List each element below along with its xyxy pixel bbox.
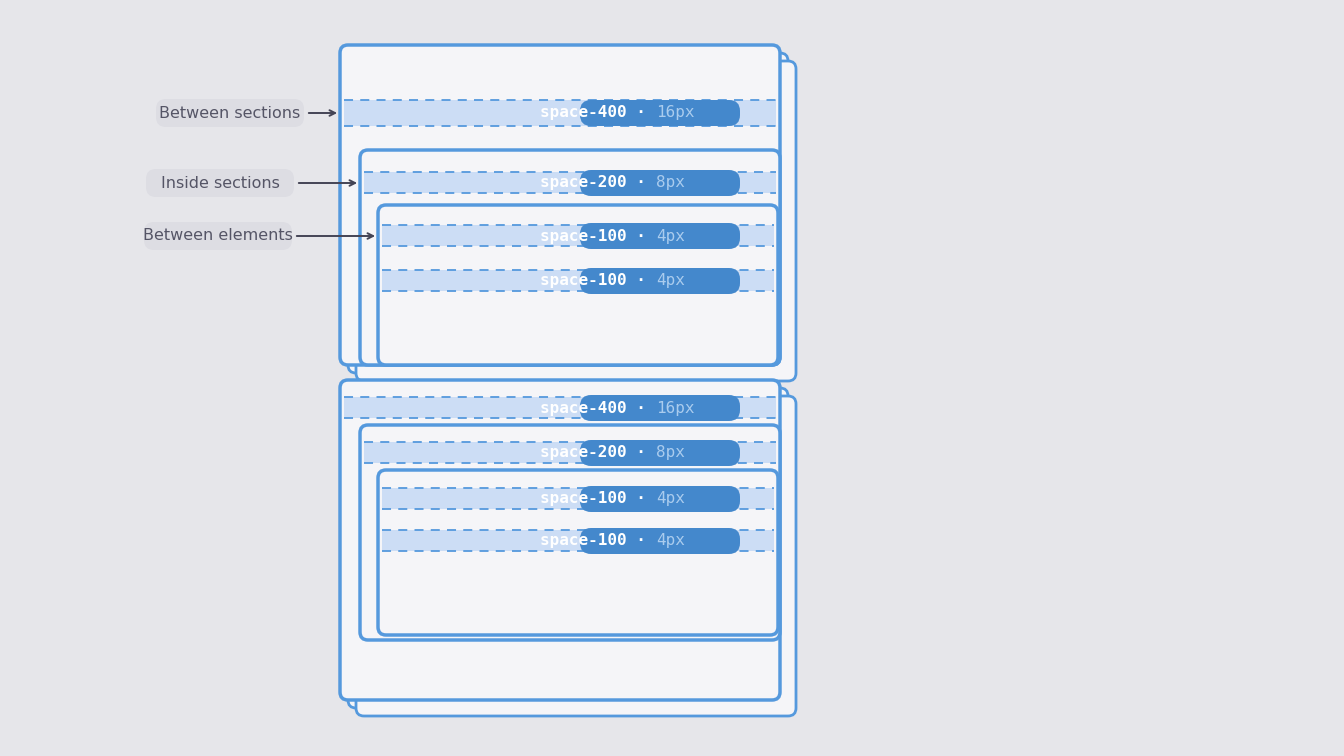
FancyBboxPatch shape [340,380,780,700]
Text: 4px: 4px [656,274,685,289]
Bar [382,225,774,246]
FancyBboxPatch shape [581,100,741,126]
Text: 8px: 8px [656,175,685,191]
Bar [382,270,774,291]
FancyBboxPatch shape [356,396,796,716]
Text: space-100 ·: space-100 · [540,534,656,549]
FancyBboxPatch shape [581,528,741,554]
FancyBboxPatch shape [378,205,778,365]
Text: space-100 ·: space-100 · [540,228,656,243]
FancyBboxPatch shape [581,440,741,466]
Text: 4px: 4px [656,491,685,507]
FancyBboxPatch shape [360,425,780,640]
Text: Between elements: Between elements [142,228,293,243]
Text: 4px: 4px [656,534,685,549]
FancyBboxPatch shape [360,150,780,365]
Text: 8px: 8px [656,445,685,460]
FancyBboxPatch shape [581,223,741,249]
Bar [382,488,774,509]
Text: space-400 ·: space-400 · [540,401,656,416]
FancyBboxPatch shape [581,486,741,512]
FancyBboxPatch shape [378,470,778,635]
Text: 16px: 16px [656,401,695,416]
Text: space-400 ·: space-400 · [540,106,656,120]
FancyBboxPatch shape [356,61,796,381]
FancyBboxPatch shape [340,45,780,365]
Text: 16px: 16px [656,106,695,120]
Text: space-100 ·: space-100 · [540,491,656,507]
Text: 4px: 4px [656,228,685,243]
Bar [364,172,775,193]
Text: Inside sections: Inside sections [160,175,280,191]
Text: Between sections: Between sections [160,106,301,120]
Text: space-200 ·: space-200 · [540,175,656,191]
Text: space-100 ·: space-100 · [540,274,656,289]
FancyBboxPatch shape [581,268,741,294]
Bar [344,100,775,126]
FancyBboxPatch shape [348,53,788,373]
FancyBboxPatch shape [156,99,304,127]
Bar [364,442,775,463]
FancyBboxPatch shape [581,395,741,421]
FancyBboxPatch shape [146,169,294,197]
Text: space-200 ·: space-200 · [540,445,656,460]
FancyBboxPatch shape [581,170,741,196]
FancyBboxPatch shape [348,388,788,708]
Bar [344,397,775,418]
FancyBboxPatch shape [144,222,292,250]
Bar [382,530,774,551]
